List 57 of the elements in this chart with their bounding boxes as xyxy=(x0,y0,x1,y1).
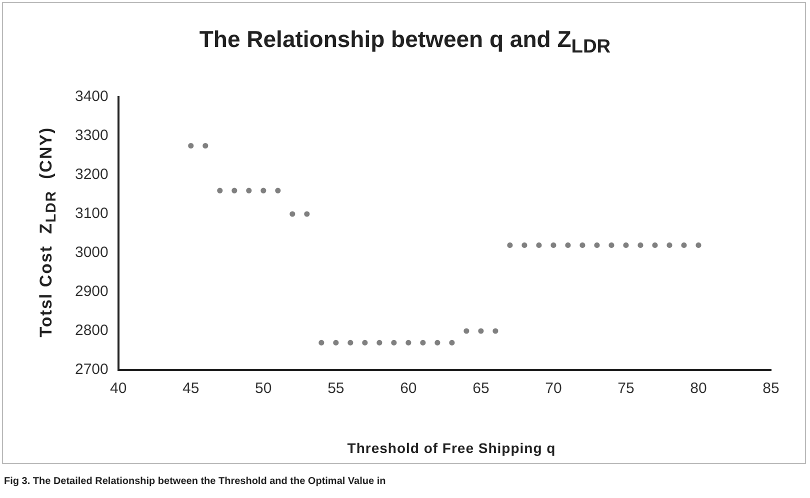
point xyxy=(536,242,542,248)
x-tick-label: 85 xyxy=(762,380,780,398)
point xyxy=(362,340,368,346)
chart-title: The Relationship between q and Z$_{LDR}$ xyxy=(198,26,612,59)
x-tick-label: 45 xyxy=(182,380,200,398)
x-tick-label: 55 xyxy=(328,380,344,398)
point xyxy=(260,188,266,194)
x-tick-label: 60 xyxy=(400,380,417,398)
point xyxy=(492,328,498,334)
point xyxy=(522,242,528,248)
point xyxy=(464,328,470,334)
y-tick-label: 3400 xyxy=(74,88,108,106)
point xyxy=(434,340,440,346)
x-tick-label: 65 xyxy=(472,380,490,398)
point xyxy=(217,188,223,194)
y-tick-label: 3200 xyxy=(74,166,108,184)
point xyxy=(666,242,672,248)
x-axis-title: Threshold of Free Shipping q xyxy=(346,440,557,456)
point xyxy=(290,211,296,217)
point xyxy=(696,242,702,248)
point xyxy=(202,142,208,149)
point xyxy=(275,188,281,194)
point xyxy=(246,188,252,194)
point xyxy=(376,340,382,346)
x-tick-label: 40 xyxy=(110,380,127,398)
point xyxy=(638,242,644,248)
x-tick-label: 75 xyxy=(618,380,634,398)
y-tick-label: 2700 xyxy=(74,361,108,378)
y-tick-label: 2900 xyxy=(74,283,108,300)
caption: Fig 3. The Detailed Relationship between the Threshold and the Optimal Value in xyxy=(4,476,386,487)
y-tick-label: 3300 xyxy=(74,127,108,144)
point xyxy=(565,242,571,248)
point xyxy=(420,340,426,346)
point xyxy=(652,242,658,248)
point xyxy=(318,340,324,346)
point xyxy=(304,211,310,217)
y-tick-label: 2800 xyxy=(74,322,108,340)
point xyxy=(188,142,194,149)
y-tick-label: 3000 xyxy=(74,244,108,262)
x-tick-label: 50 xyxy=(255,380,272,398)
y-tick-label: 3100 xyxy=(74,205,108,222)
point xyxy=(507,242,513,248)
point xyxy=(580,242,586,248)
point xyxy=(391,340,397,346)
point xyxy=(478,328,484,334)
point xyxy=(608,242,614,248)
point xyxy=(594,242,600,248)
point xyxy=(623,242,629,248)
point xyxy=(681,242,687,248)
point xyxy=(550,242,556,248)
point xyxy=(333,340,339,346)
x-tick-label: 70 xyxy=(545,380,562,398)
point xyxy=(406,340,412,346)
point xyxy=(449,340,455,346)
x-tick-label: 80 xyxy=(690,380,707,398)
point xyxy=(348,340,354,346)
point xyxy=(232,188,238,194)
